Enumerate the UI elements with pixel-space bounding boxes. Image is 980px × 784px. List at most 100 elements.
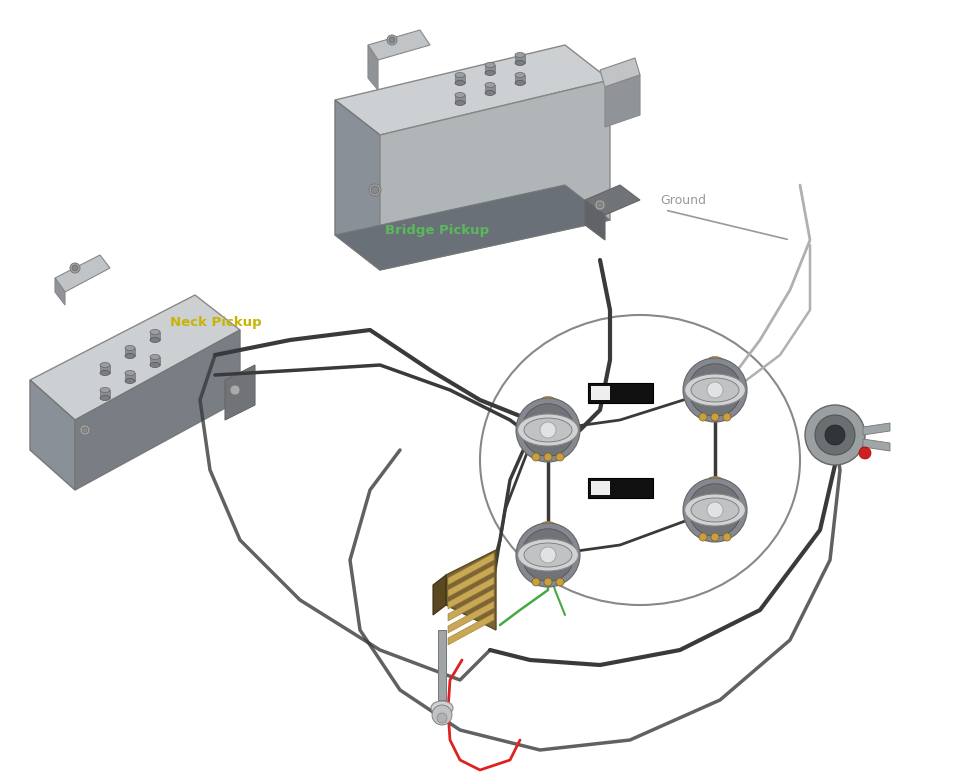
Ellipse shape: [515, 72, 525, 78]
Circle shape: [723, 413, 731, 421]
Ellipse shape: [100, 362, 110, 368]
Polygon shape: [150, 332, 160, 340]
Polygon shape: [448, 553, 494, 585]
Ellipse shape: [708, 357, 722, 364]
Ellipse shape: [517, 414, 578, 446]
Ellipse shape: [150, 354, 160, 360]
Circle shape: [532, 453, 540, 461]
Ellipse shape: [485, 90, 495, 96]
Polygon shape: [587, 383, 653, 403]
Text: Neck Pickup: Neck Pickup: [170, 315, 262, 328]
Polygon shape: [368, 30, 430, 60]
Polygon shape: [448, 601, 494, 633]
Polygon shape: [335, 100, 380, 270]
Polygon shape: [541, 398, 555, 416]
Polygon shape: [100, 390, 110, 398]
Polygon shape: [585, 185, 640, 215]
Circle shape: [544, 453, 552, 461]
Polygon shape: [455, 75, 465, 83]
Circle shape: [371, 186, 379, 194]
Circle shape: [544, 578, 552, 586]
Polygon shape: [335, 185, 610, 270]
Ellipse shape: [691, 378, 739, 402]
Polygon shape: [368, 45, 378, 90]
Ellipse shape: [541, 397, 555, 404]
Polygon shape: [100, 365, 110, 373]
Polygon shape: [455, 95, 465, 103]
Circle shape: [683, 358, 747, 422]
Polygon shape: [708, 478, 722, 496]
Polygon shape: [380, 80, 610, 270]
Ellipse shape: [515, 60, 525, 66]
Circle shape: [521, 528, 574, 581]
Ellipse shape: [455, 81, 465, 85]
Polygon shape: [125, 373, 135, 381]
Ellipse shape: [515, 81, 525, 85]
Circle shape: [387, 35, 397, 45]
Ellipse shape: [541, 521, 555, 528]
Polygon shape: [448, 589, 494, 621]
Ellipse shape: [100, 371, 110, 376]
Polygon shape: [125, 348, 135, 356]
Ellipse shape: [685, 374, 746, 406]
Polygon shape: [600, 58, 640, 87]
Circle shape: [70, 263, 80, 273]
Polygon shape: [30, 380, 75, 490]
Circle shape: [683, 478, 747, 542]
Circle shape: [540, 422, 556, 438]
Ellipse shape: [150, 329, 160, 335]
Circle shape: [825, 425, 845, 445]
Polygon shape: [485, 85, 495, 93]
Circle shape: [369, 184, 381, 196]
Circle shape: [72, 265, 78, 271]
Polygon shape: [585, 200, 605, 240]
Circle shape: [597, 202, 603, 208]
Ellipse shape: [125, 354, 135, 358]
Polygon shape: [515, 55, 525, 63]
Circle shape: [80, 425, 90, 435]
Ellipse shape: [691, 498, 739, 522]
Circle shape: [711, 413, 719, 421]
Polygon shape: [433, 575, 446, 615]
Polygon shape: [863, 439, 890, 451]
Circle shape: [689, 484, 741, 536]
Circle shape: [707, 382, 723, 398]
Ellipse shape: [455, 100, 465, 106]
Polygon shape: [446, 550, 496, 630]
Circle shape: [595, 200, 605, 210]
Ellipse shape: [455, 72, 465, 78]
Ellipse shape: [485, 82, 495, 88]
Ellipse shape: [517, 539, 578, 571]
Polygon shape: [591, 481, 611, 495]
Circle shape: [532, 578, 540, 586]
Circle shape: [556, 453, 564, 461]
Ellipse shape: [100, 387, 110, 393]
Ellipse shape: [524, 418, 572, 442]
Text: Bridge Pickup: Bridge Pickup: [385, 223, 489, 237]
Circle shape: [230, 385, 240, 395]
Circle shape: [82, 427, 88, 433]
Ellipse shape: [100, 395, 110, 401]
Circle shape: [805, 405, 865, 465]
Polygon shape: [448, 565, 494, 597]
Polygon shape: [225, 365, 255, 420]
Polygon shape: [708, 358, 722, 376]
Circle shape: [437, 713, 447, 723]
Polygon shape: [448, 613, 494, 645]
Polygon shape: [438, 630, 446, 700]
Circle shape: [389, 37, 395, 43]
Circle shape: [699, 413, 707, 421]
Ellipse shape: [485, 63, 495, 67]
Polygon shape: [75, 330, 240, 490]
Circle shape: [815, 415, 855, 455]
Ellipse shape: [150, 362, 160, 368]
Circle shape: [432, 705, 452, 725]
Polygon shape: [485, 65, 495, 73]
Polygon shape: [335, 45, 610, 135]
Polygon shape: [605, 75, 640, 127]
Polygon shape: [591, 386, 611, 400]
Circle shape: [521, 404, 574, 456]
Polygon shape: [30, 295, 240, 420]
Polygon shape: [55, 255, 110, 292]
Circle shape: [689, 364, 741, 416]
